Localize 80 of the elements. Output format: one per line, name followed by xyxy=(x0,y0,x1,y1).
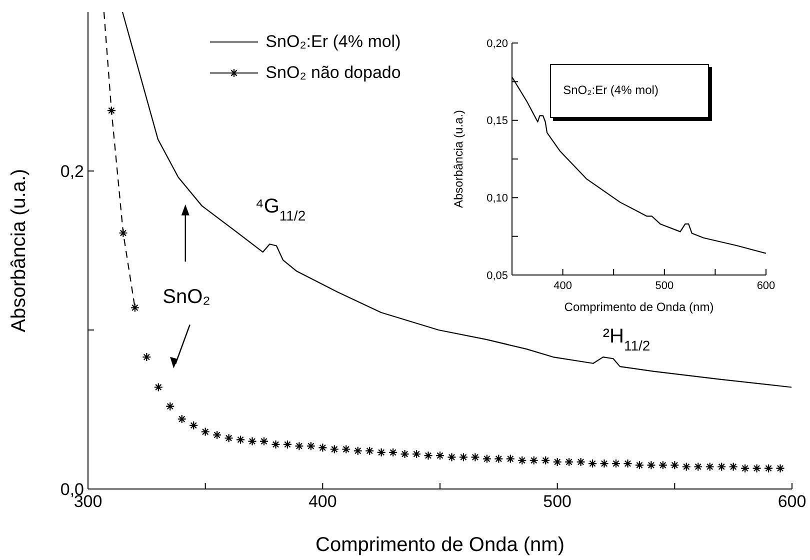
point xyxy=(658,460,668,470)
point xyxy=(294,442,304,451)
point xyxy=(740,464,750,473)
point xyxy=(588,459,598,468)
x-tick-label: 600 xyxy=(756,280,776,292)
point xyxy=(118,228,128,238)
x-tick-label: 400 xyxy=(554,280,572,292)
annotation: ⁴G$_{11/2}$ xyxy=(255,195,306,224)
point xyxy=(552,457,562,467)
annotation: ²H$_{11/2}$ xyxy=(602,326,650,354)
point xyxy=(412,449,422,459)
point xyxy=(717,462,726,472)
point xyxy=(705,462,714,472)
annotation: SnO₂ xyxy=(162,286,210,308)
point xyxy=(365,446,374,456)
point xyxy=(200,427,210,436)
y-tick-label: 0,15 xyxy=(486,115,508,128)
y-axis-title: Absorbância (u.a.) xyxy=(8,168,30,332)
legend-label: SnO₂ não dopado xyxy=(266,62,401,83)
point xyxy=(424,451,433,460)
point xyxy=(106,106,116,116)
y-tick-label: 0,20 xyxy=(486,38,508,50)
point xyxy=(728,462,738,472)
point xyxy=(248,436,257,446)
point xyxy=(694,462,703,472)
point xyxy=(400,449,410,459)
point xyxy=(166,402,175,411)
point xyxy=(494,454,504,464)
point xyxy=(142,352,152,362)
point xyxy=(154,382,163,392)
y-tick-label: 0,05 xyxy=(486,270,508,282)
point xyxy=(189,420,198,430)
point xyxy=(342,444,351,454)
y-tick-label: 0,10 xyxy=(486,192,508,205)
point xyxy=(564,457,574,467)
point xyxy=(271,440,280,450)
point xyxy=(177,414,186,424)
point xyxy=(236,435,246,444)
point xyxy=(224,434,234,443)
point xyxy=(576,457,586,467)
point xyxy=(623,459,632,468)
point xyxy=(353,446,362,456)
point xyxy=(682,462,691,472)
point xyxy=(670,460,680,470)
point xyxy=(764,464,774,473)
point xyxy=(634,460,644,470)
point xyxy=(506,454,515,464)
x-tick-label: 500 xyxy=(655,280,674,292)
x-tick-label: 500 xyxy=(543,492,572,512)
point xyxy=(482,454,492,464)
point xyxy=(529,456,538,465)
point xyxy=(435,451,445,460)
point xyxy=(646,460,656,470)
point xyxy=(600,459,609,468)
x-axis-title: Comprimento de Onda (nm) xyxy=(564,300,714,314)
point xyxy=(318,443,328,452)
x-tick-label: 400 xyxy=(308,492,337,512)
y-tick-label: 0,2 xyxy=(60,162,84,182)
point xyxy=(130,303,140,312)
point xyxy=(776,464,785,473)
point xyxy=(447,452,456,462)
point xyxy=(212,430,222,440)
point xyxy=(282,440,292,450)
point xyxy=(518,456,527,465)
point xyxy=(306,442,316,451)
point xyxy=(611,459,621,468)
point xyxy=(470,452,480,462)
legend-label: SnO₂:Er (4% mol) xyxy=(266,32,401,52)
point xyxy=(259,436,269,446)
point xyxy=(458,452,468,462)
x-tick-label: 600 xyxy=(778,492,806,512)
point xyxy=(330,444,339,454)
x-axis-title: Comprimento de Onda (nm) xyxy=(316,534,564,556)
line-series xyxy=(122,12,792,388)
point xyxy=(388,448,398,457)
point xyxy=(376,448,386,457)
point xyxy=(752,464,762,473)
point xyxy=(541,456,550,465)
text: SnO₂:Er (4% mol) xyxy=(563,82,658,97)
y-axis-title: Absorbância (u.a.) xyxy=(451,110,466,208)
